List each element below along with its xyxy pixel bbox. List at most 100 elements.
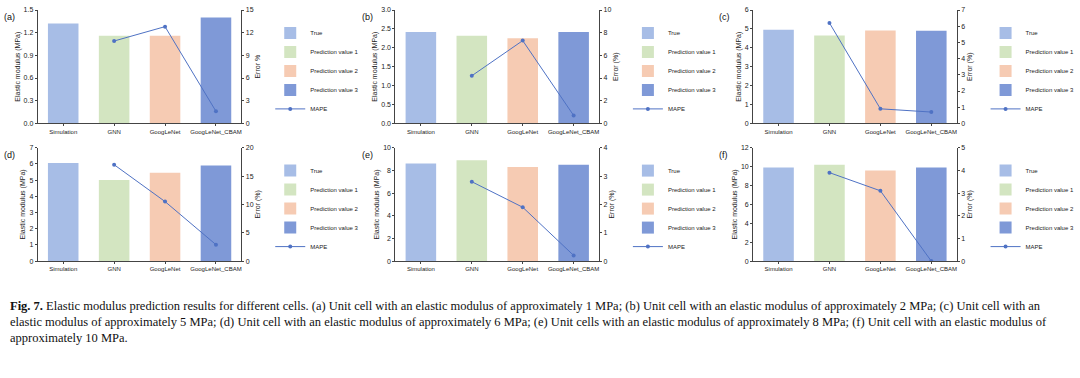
svg-text:(d): (d) (4, 150, 15, 160)
svg-text:MAPE: MAPE (668, 244, 685, 250)
svg-text:4: 4 (961, 167, 965, 174)
svg-text:1: 1 (603, 229, 607, 236)
svg-text:Elastic modulus (MPa): Elastic modulus (MPa) (731, 169, 739, 239)
svg-text:(b): (b) (362, 12, 373, 22)
svg-text:True: True (310, 30, 323, 36)
svg-text:MAPE: MAPE (310, 244, 327, 250)
svg-text:1.5: 1.5 (24, 6, 34, 13)
svg-text:GoogLeNet: GoogLeNet (865, 266, 896, 272)
svg-text:7: 7 (961, 6, 965, 13)
svg-text:GoogLeNet: GoogLeNet (865, 129, 896, 135)
svg-text:6: 6 (246, 74, 250, 81)
svg-text:2: 2 (387, 235, 391, 242)
svg-text:Simulation: Simulation (49, 129, 77, 135)
svg-text:4: 4 (603, 74, 607, 81)
svg-text:GNN: GNN (823, 129, 836, 135)
svg-text:20: 20 (246, 144, 254, 151)
svg-text:2: 2 (29, 225, 33, 232)
svg-text:Prediction value 2: Prediction value 2 (310, 206, 358, 212)
svg-text:Prediction value 3: Prediction value 3 (1026, 225, 1074, 231)
svg-text:0: 0 (29, 258, 33, 265)
svg-text:Prediction value 2: Prediction value 2 (668, 206, 716, 212)
svg-text:10: 10 (383, 144, 391, 151)
svg-text:3: 3 (961, 190, 965, 197)
svg-text:Prediction value 3: Prediction value 3 (668, 87, 716, 93)
svg-text:8: 8 (603, 29, 607, 36)
svg-text:3: 3 (745, 63, 749, 70)
svg-text:5: 5 (29, 177, 33, 184)
svg-text:2: 2 (961, 87, 965, 94)
svg-text:Prediction value 3: Prediction value 3 (668, 225, 716, 231)
svg-text:2.0: 2.0 (381, 44, 391, 51)
svg-text:GNN: GNN (107, 266, 120, 272)
svg-text:Simulation: Simulation (407, 129, 435, 135)
svg-text:6: 6 (603, 52, 607, 59)
svg-text:(c): (c) (719, 12, 730, 22)
svg-text:0.0: 0.0 (381, 120, 391, 127)
svg-text:0: 0 (603, 120, 607, 127)
svg-text:(e): (e) (362, 150, 373, 160)
svg-text:Simulation: Simulation (765, 129, 793, 135)
svg-text:12: 12 (246, 29, 254, 36)
svg-text:0.5: 0.5 (381, 101, 391, 108)
svg-text:6: 6 (745, 6, 749, 13)
svg-text:GoogLeNet_CBAM: GoogLeNet_CBAM (548, 129, 599, 135)
svg-text:8: 8 (745, 182, 749, 189)
svg-text:9: 9 (246, 52, 250, 59)
svg-text:4: 4 (29, 193, 33, 200)
svg-text:True: True (1026, 168, 1039, 174)
svg-text:GNN: GNN (823, 266, 836, 272)
svg-text:GoogLeNet: GoogLeNet (150, 129, 181, 135)
svg-text:Prediction value 3: Prediction value 3 (310, 225, 358, 231)
svg-text:8: 8 (387, 167, 391, 174)
svg-text:2: 2 (745, 82, 749, 89)
svg-text:6: 6 (745, 201, 749, 208)
svg-text:MAPE: MAPE (668, 106, 685, 112)
svg-text:1: 1 (961, 104, 965, 111)
svg-text:GoogLeNet: GoogLeNet (150, 266, 181, 272)
svg-text:True: True (668, 168, 681, 174)
svg-text:12: 12 (741, 144, 749, 151)
svg-text:6: 6 (961, 23, 965, 30)
svg-text:3: 3 (246, 97, 250, 104)
svg-text:(a): (a) (4, 12, 15, 22)
svg-text:Prediction value 1: Prediction value 1 (668, 49, 716, 55)
svg-text:1.2: 1.2 (24, 29, 34, 36)
svg-text:Prediction value 2: Prediction value 2 (1026, 206, 1074, 212)
svg-text:Elastic modulus (MPa): Elastic modulus (MPa) (373, 169, 381, 239)
svg-text:1: 1 (961, 235, 965, 242)
svg-text:Elastic modulus (MPa): Elastic modulus (MPa) (14, 32, 22, 102)
svg-text:Elastic modulus (MPa): Elastic modulus (MPa) (371, 32, 379, 102)
svg-text:0.9: 0.9 (24, 52, 34, 59)
svg-text:GoogLeNet: GoogLeNet (507, 266, 538, 272)
svg-text:3.0: 3.0 (381, 6, 391, 13)
svg-text:0: 0 (961, 258, 965, 265)
svg-text:GoogLeNet_CBAM: GoogLeNet_CBAM (906, 129, 957, 135)
svg-text:10: 10 (603, 6, 611, 13)
svg-text:Simulation: Simulation (407, 266, 435, 272)
svg-text:2: 2 (961, 212, 965, 219)
svg-text:2: 2 (603, 97, 607, 104)
svg-text:Prediction value 3: Prediction value 3 (310, 87, 358, 93)
svg-text:GoogLeNet_CBAM: GoogLeNet_CBAM (190, 266, 241, 272)
svg-text:Prediction value 1: Prediction value 1 (310, 49, 358, 55)
svg-text:5: 5 (246, 229, 250, 236)
svg-text:2: 2 (603, 201, 607, 208)
svg-text:MAPE: MAPE (1026, 244, 1043, 250)
svg-text:15: 15 (246, 6, 254, 13)
svg-text:6: 6 (387, 190, 391, 197)
svg-text:4: 4 (961, 55, 965, 62)
svg-text:Simulation: Simulation (49, 266, 77, 272)
svg-text:15: 15 (246, 173, 254, 180)
svg-text:1.0: 1.0 (381, 82, 391, 89)
svg-text:Error (%): Error (%) (608, 190, 616, 218)
svg-text:Error (%): Error (%) (966, 53, 974, 81)
svg-text:GoogLeNet_CBAM: GoogLeNet_CBAM (906, 266, 957, 272)
svg-text:Prediction value 1: Prediction value 1 (668, 187, 716, 193)
svg-text:1: 1 (29, 241, 33, 248)
svg-text:Elastic modulus (MPa): Elastic modulus (MPa) (735, 32, 743, 102)
svg-text:Prediction value 1: Prediction value 1 (310, 187, 358, 193)
svg-text:0.6: 0.6 (24, 74, 34, 81)
svg-text:Prediction value 1: Prediction value 1 (1026, 49, 1074, 55)
svg-text:0: 0 (745, 258, 749, 265)
